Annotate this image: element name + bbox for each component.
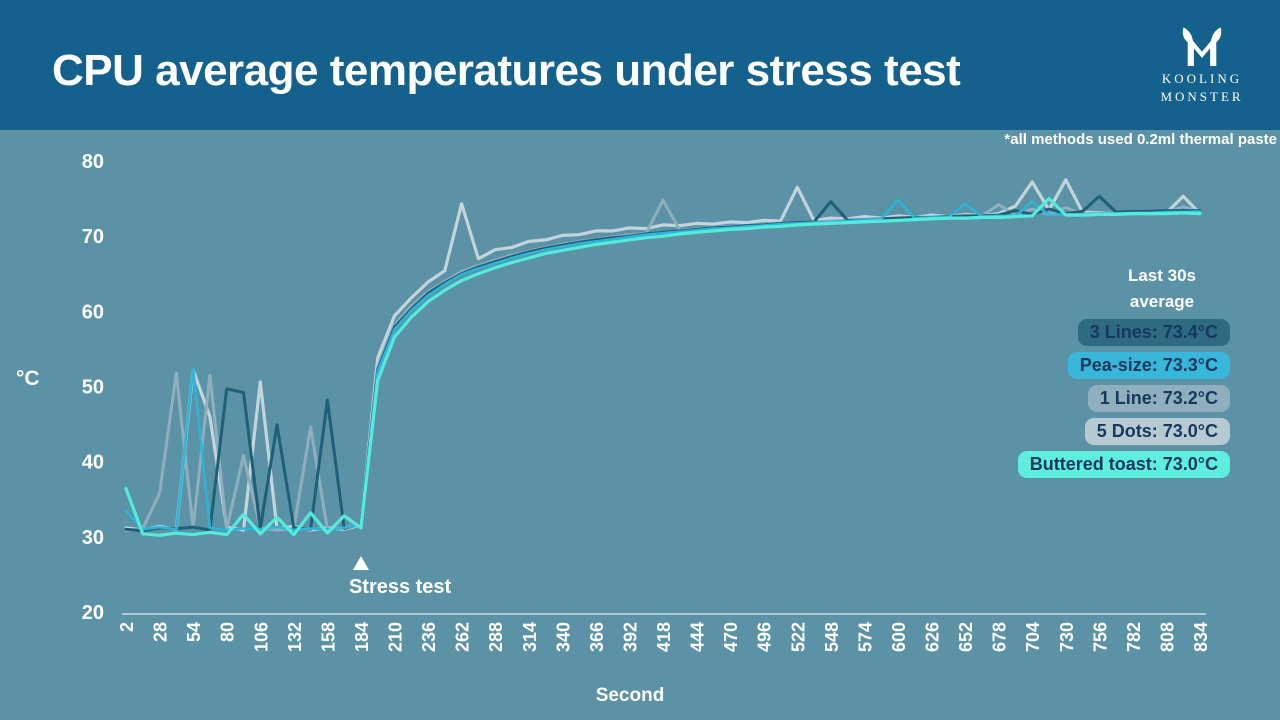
legend-badge-pea-size: Pea-size: 73.3°C <box>1067 352 1230 379</box>
x-tick-label: 314 <box>520 622 540 652</box>
x-tick-label: 80 <box>218 622 238 642</box>
x-tick-label: 340 <box>553 622 573 652</box>
x-tick-label: 652 <box>956 622 976 652</box>
monster-horns-icon <box>1182 27 1222 66</box>
x-tick-label: 782 <box>1124 622 1144 652</box>
y-tick-label: 30 <box>82 527 104 549</box>
x-tick-label: 548 <box>822 622 842 652</box>
footnote-thermal-paste: *all methods used 0.2ml thermal paste <box>1004 131 1277 148</box>
x-tick-label: 2 <box>117 622 137 632</box>
brand-name: KOOLING MONSTER <box>1144 70 1260 106</box>
x-tick-label: 444 <box>688 622 708 652</box>
x-tick-label: 574 <box>855 622 875 652</box>
x-axis-title: Second <box>596 685 665 706</box>
y-tick-label: 80 <box>82 151 104 173</box>
x-tick-label: 418 <box>654 622 674 652</box>
stress-test-marker-icon <box>352 556 369 570</box>
x-tick-label: 756 <box>1090 622 1110 652</box>
x-tick-label: 834 <box>1191 622 1211 652</box>
y-tick-label: 50 <box>82 376 104 398</box>
x-tick-label: 236 <box>419 622 439 652</box>
series-line-buttered-toast <box>124 197 1202 537</box>
x-tick-label: 366 <box>587 622 607 652</box>
legend-heading-line1: Last 30s <box>1127 266 1197 285</box>
brand-logo: KOOLING MONSTER <box>1144 26 1260 106</box>
x-tick-label: 600 <box>889 622 909 652</box>
x-tick-label: 132 <box>285 622 305 652</box>
y-axis-unit: °C <box>16 367 40 390</box>
x-tick-label: 184 <box>352 622 372 652</box>
brand-name-line2: MONSTER <box>1160 89 1244 105</box>
page-title: CPU average temperatures under stress te… <box>52 46 961 95</box>
series-line-pea-size <box>124 198 1202 532</box>
legend-heading: Last 30s average <box>1098 263 1226 316</box>
legend-heading-line2: average <box>1129 292 1195 312</box>
legend-badges: 3 Lines: 73.4°C Pea-size: 73.3°C 1 Line: 7… <box>1017 319 1230 478</box>
x-tick-label: 158 <box>318 622 338 652</box>
x-tick-label: 288 <box>486 622 506 652</box>
legend-badge-1-line: 1 Line: 73.2°C <box>1087 385 1230 412</box>
x-tick-label: 54 <box>184 622 204 642</box>
x-tick-label: 28 <box>151 622 171 642</box>
x-tick-label: 496 <box>755 622 775 652</box>
x-tick-label: 470 <box>721 622 741 652</box>
x-tick-label: 678 <box>990 622 1010 652</box>
y-tick-label: 40 <box>82 452 104 474</box>
header-bar: CPU average temperatures under stress te… <box>0 0 1280 130</box>
legend-badge-buttered-toast: Buttered toast: 73.0°C <box>1017 451 1230 478</box>
x-tick-label: 210 <box>386 622 406 652</box>
x-tick-label: 808 <box>1157 622 1177 652</box>
x-tick-label: 730 <box>1057 622 1077 652</box>
x-tick-label: 522 <box>788 622 808 652</box>
y-tick-label: 60 <box>82 301 104 323</box>
legend-badge-5-dots: 5 Dots: 73.0°C <box>1084 418 1230 445</box>
x-tick-label: 262 <box>453 622 473 652</box>
legend-badge-3-lines: 3 Lines: 73.4°C <box>1077 319 1230 346</box>
x-tick-label: 392 <box>620 622 640 652</box>
brand-name-line1: KOOLING <box>1161 71 1243 86</box>
y-tick-label: 70 <box>82 226 104 248</box>
stress-test-annotation: Stress test <box>349 576 452 598</box>
x-tick-label: 626 <box>923 622 943 652</box>
x-tick-label: 106 <box>251 622 271 652</box>
y-tick-label: 20 <box>82 602 104 624</box>
x-tick-label: 704 <box>1023 622 1043 652</box>
